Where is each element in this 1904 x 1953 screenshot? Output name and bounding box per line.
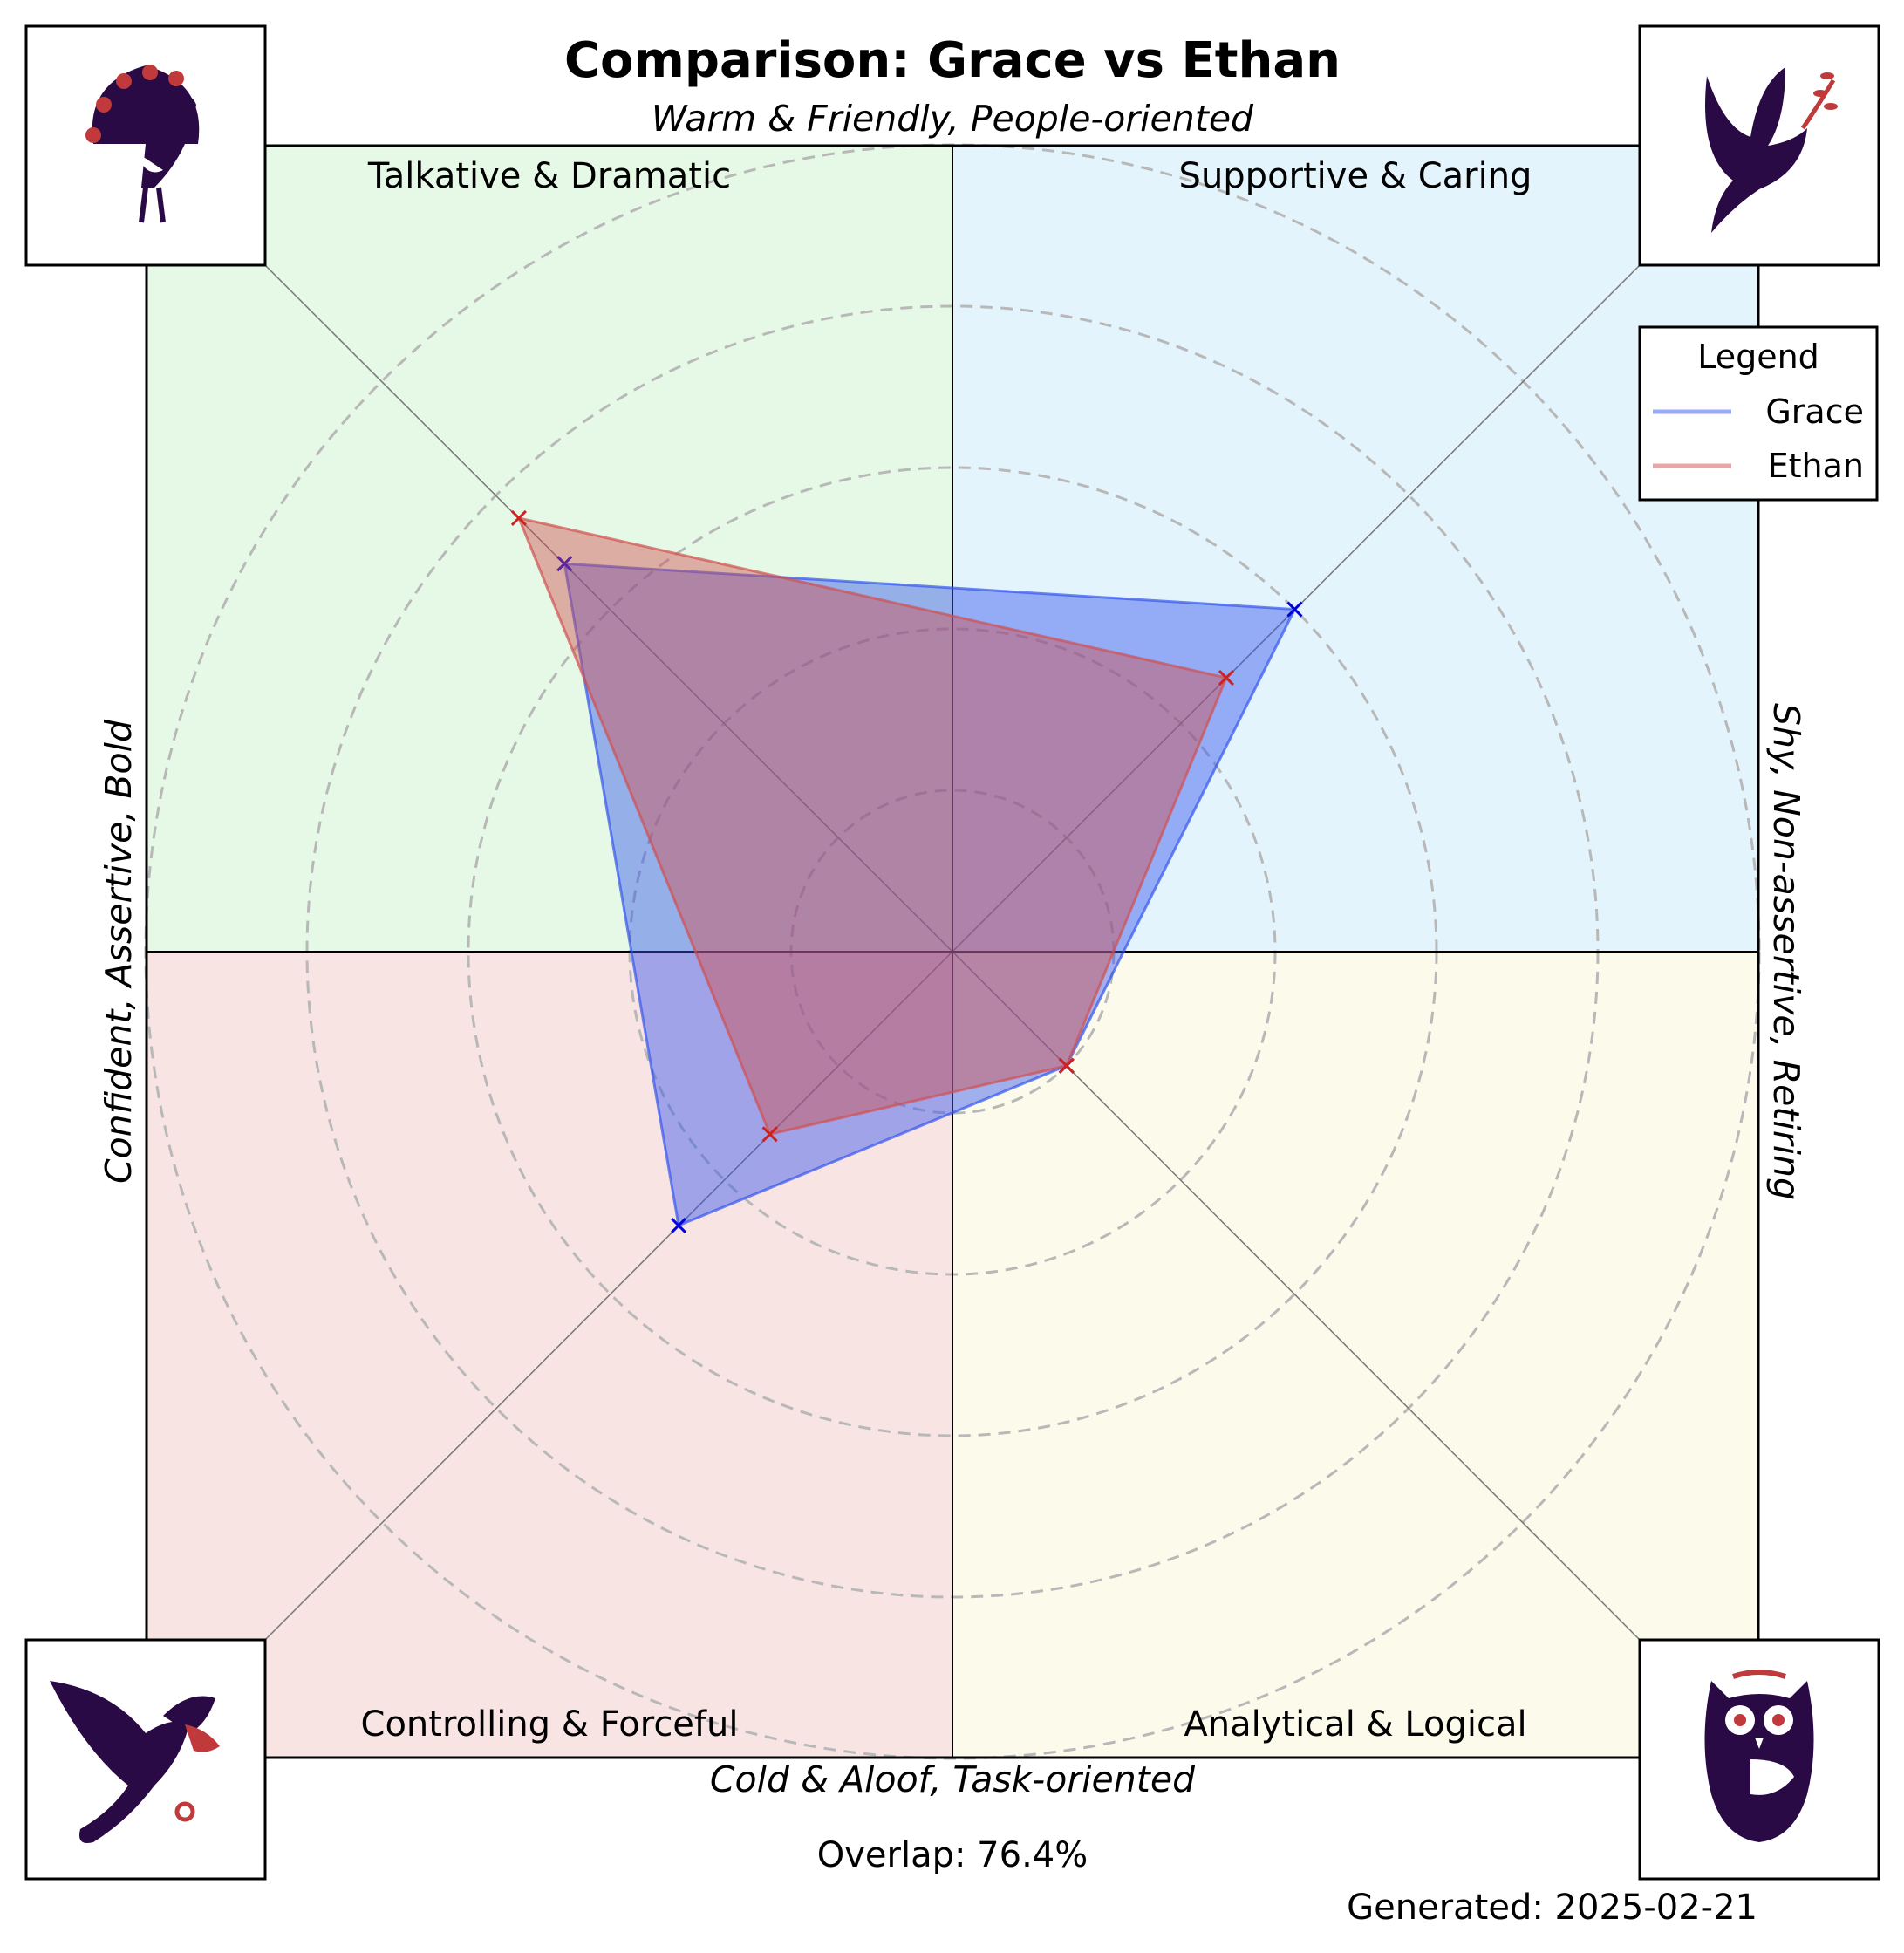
chart-title: Comparison: Grace vs Ethan	[564, 32, 1341, 89]
axis-label-top: Warm & Friendly, People-oriented	[652, 98, 1254, 140]
plot-frame	[145, 144, 1760, 1759]
data-point-grace	[1286, 601, 1303, 618]
axis-label-left: Confident, Assertive, Bold	[98, 719, 140, 1184]
legend: Legend Grace Ethan	[1638, 325, 1879, 502]
overlap-text: Overlap: 76.4%	[817, 1835, 1088, 1875]
diagonal-axis-line	[264, 951, 953, 1641]
legend-title: Legend	[1697, 338, 1819, 376]
legend-label-ethan: Ethan	[1768, 447, 1864, 485]
data-point-ethan	[761, 1126, 778, 1143]
data-point-ethan	[1218, 669, 1235, 686]
quadrant-label-analytical: Analytical & Logical	[1184, 1704, 1526, 1745]
data-point-ethan	[510, 509, 527, 526]
data-point-grace	[556, 556, 573, 572]
peacock-icon	[24, 24, 267, 267]
data-point-grace	[670, 1217, 687, 1234]
quadrant-label-supportive: Supportive & Caring	[1179, 156, 1532, 196]
series-layer	[510, 509, 1303, 1234]
axis-label-right: Shy, Non-assertive, Retiring	[1765, 703, 1807, 1200]
quadrant-label-talkative: Talkative & Dramatic	[367, 156, 731, 196]
owl-icon	[1638, 1638, 1880, 1881]
data-point-ethan	[1058, 1057, 1075, 1074]
diagonal-axis-line	[264, 264, 953, 953]
legend-label-grace: Grace	[1765, 393, 1864, 431]
eagle-icon	[24, 1638, 267, 1881]
axis-label-bottom: Cold & Aloof, Task-oriented	[710, 1758, 1196, 1800]
quadrant-label-controlling: Controlling & Forceful	[361, 1704, 739, 1745]
dove-icon	[1638, 24, 1880, 267]
generated-date: Generated: 2025-02-21	[1347, 1888, 1757, 1928]
